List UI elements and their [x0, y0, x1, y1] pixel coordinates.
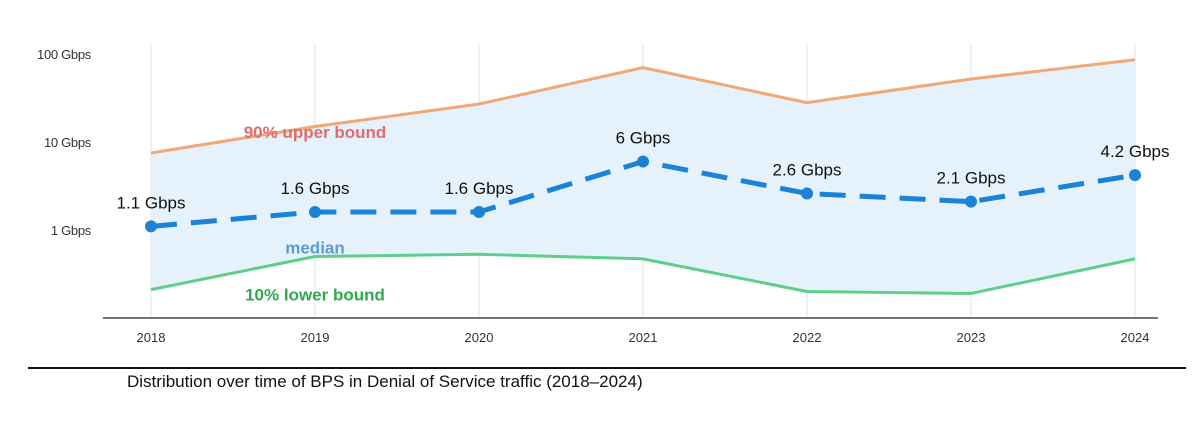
median-label-2022: 2.6 Gbps	[773, 160, 842, 179]
x-tick-label-2022: 2022	[793, 330, 822, 345]
lower-bound-line	[150, 252, 1136, 295]
median-series-label: median	[285, 239, 345, 258]
median-label-2021: 6 Gbps	[616, 129, 671, 148]
upper-bound-label: 90% upper bound	[244, 123, 387, 142]
median-label-2023: 2.1 Gbps	[937, 169, 1006, 188]
median-label-2019: 1.6 Gbps	[281, 179, 350, 198]
x-tick-label-2024: 2024	[1121, 330, 1150, 345]
median-label-2020: 1.6 Gbps	[445, 179, 514, 198]
lower-bound-label: 10% lower bound	[245, 285, 385, 304]
median-point-2020	[473, 206, 485, 219]
chart-caption: Distribution over time of BPS in Denial …	[127, 372, 643, 391]
median-point-2022	[801, 187, 813, 200]
median-point-2024	[1129, 169, 1141, 182]
median-point-2019	[309, 206, 321, 219]
median-label-2024: 4.2 Gbps	[1101, 142, 1170, 161]
y-tick-label-100: 100 Gbps	[37, 47, 92, 62]
x-tick-label-2021: 2021	[629, 330, 658, 345]
x-tick-label-2019: 2019	[301, 330, 330, 345]
median-point-2023	[965, 195, 977, 208]
upper-bound-line	[150, 58, 1136, 155]
x-tick-label-2023: 2023	[957, 330, 986, 345]
y-tick-label-1: 1 Gbps	[51, 223, 92, 238]
distribution-band	[151, 59, 1135, 294]
median-point-2021	[637, 155, 649, 168]
y-tick-label-10: 10 Gbps	[44, 135, 92, 150]
median-label-2018: 1.1 Gbps	[117, 193, 186, 212]
x-tick-label-2020: 2020	[465, 330, 494, 345]
caption-divider	[28, 367, 1186, 369]
x-tick-label-2018: 2018	[137, 330, 166, 345]
median-point-2018	[145, 220, 157, 233]
